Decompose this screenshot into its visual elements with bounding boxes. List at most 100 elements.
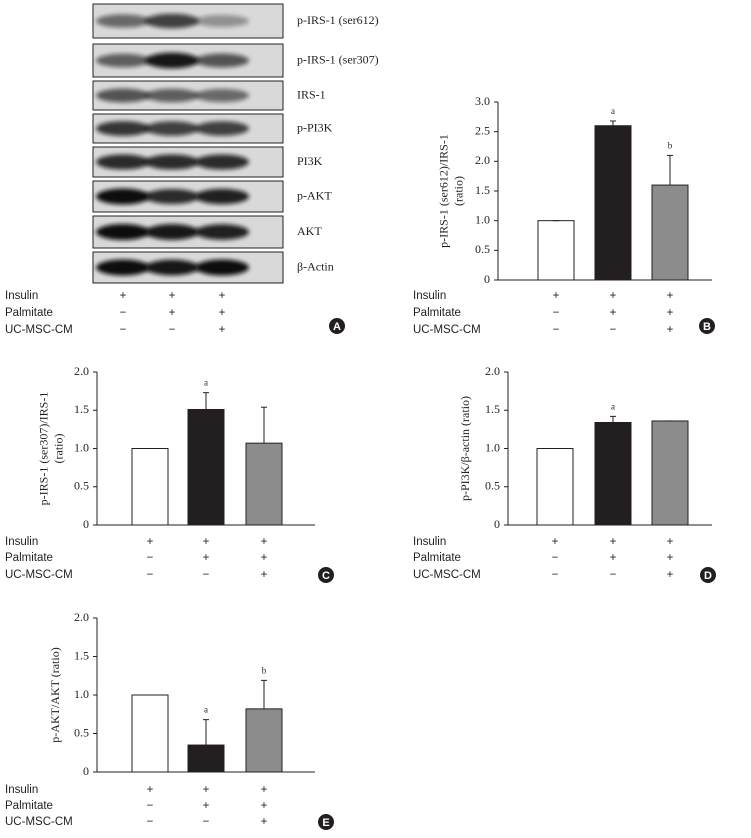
- condition-sign: +: [261, 569, 268, 581]
- blot-band: [195, 88, 249, 103]
- condition-sign: −: [120, 324, 127, 336]
- condition-sign: +: [261, 784, 268, 796]
- condition-sign: +: [667, 324, 674, 336]
- y-tick-label: 1.0: [74, 687, 89, 701]
- blot-band: [96, 188, 150, 205]
- condition-sign: +: [610, 307, 617, 319]
- panel-letter: B: [703, 321, 711, 333]
- significance-label: a: [611, 106, 615, 116]
- condition-sign: +: [203, 552, 210, 564]
- condition-sign: +: [610, 536, 617, 548]
- condition-sign: +: [261, 816, 268, 828]
- blot-label: p-AKT: [297, 188, 332, 202]
- y-tick-label: 2.0: [485, 364, 500, 378]
- panel-badge: [318, 814, 334, 830]
- condition-sign: +: [219, 324, 226, 336]
- condition-sign: +: [610, 290, 617, 302]
- condition-sign: +: [219, 307, 226, 319]
- blot-band: [195, 259, 249, 276]
- y-axis-label: p-PI3K/β-actin (ratio): [458, 396, 472, 501]
- condition-sign: −: [553, 324, 560, 336]
- condition-sign: +: [261, 536, 268, 548]
- bar: [594, 421, 632, 526]
- blot-band: [195, 14, 249, 28]
- significance-label: a: [611, 401, 615, 411]
- y-tick-label: 3.0: [475, 94, 490, 108]
- condition-sign: +: [553, 290, 560, 302]
- blot-band: [145, 121, 199, 136]
- bar: [537, 220, 575, 281]
- condition-sign: −: [120, 307, 127, 319]
- condition-sign: −: [552, 569, 559, 581]
- y-tick-label: 1.5: [74, 648, 89, 662]
- blot-band: [96, 259, 150, 276]
- condition-sign: −: [552, 552, 559, 564]
- condition-sign: −: [203, 816, 210, 828]
- condition-sign: −: [169, 324, 176, 336]
- bar: [245, 442, 283, 526]
- condition-label: UC-MSC-CM: [5, 569, 73, 581]
- blot-band: [145, 88, 199, 103]
- condition-label: Palmitate: [5, 800, 53, 812]
- y-tick-label: 0: [83, 517, 89, 531]
- condition-label: UC-MSC-CM: [5, 816, 73, 828]
- blot-label: β-Actin: [297, 259, 334, 273]
- condition-sign: −: [610, 324, 617, 336]
- bar: [651, 184, 689, 281]
- y-tick-label: 0: [494, 517, 500, 531]
- y-tick-label: 0.5: [74, 479, 89, 493]
- blot-band: [145, 259, 199, 276]
- condition-sign: +: [667, 536, 674, 548]
- bar: [131, 694, 169, 773]
- condition-sign: +: [203, 800, 210, 812]
- condition-sign: −: [553, 307, 560, 319]
- condition-sign: +: [667, 552, 674, 564]
- condition-label: Palmitate: [413, 307, 461, 319]
- blot-band: [96, 121, 150, 136]
- condition-sign: +: [169, 307, 176, 319]
- condition-sign: +: [147, 536, 154, 548]
- significance-label: a: [204, 378, 208, 388]
- condition-label: Insulin: [5, 536, 38, 548]
- condition-sign: +: [261, 552, 268, 564]
- condition-sign: +: [169, 290, 176, 302]
- significance-label: a: [204, 705, 208, 715]
- y-axis-label: p-AKT/AKT (ratio): [48, 647, 62, 742]
- y-tick-label: 0: [83, 764, 89, 778]
- bar: [187, 408, 225, 526]
- bar: [187, 744, 225, 773]
- blot-band: [96, 88, 150, 103]
- condition-sign: −: [147, 800, 154, 812]
- blot-band: [195, 53, 249, 68]
- condition-sign: +: [610, 552, 617, 564]
- panel-badge: [318, 567, 334, 583]
- condition-sign: −: [147, 552, 154, 564]
- blot-band: [145, 154, 199, 170]
- blot-band: [195, 188, 249, 205]
- panel-badge: [700, 567, 716, 583]
- blot-label: p-PI3K: [297, 120, 333, 134]
- panel-badge: [699, 318, 715, 334]
- condition-label: UC-MSC-CM: [413, 324, 481, 336]
- y-tick-label: 1.0: [74, 440, 89, 454]
- blot-label: AKT: [297, 224, 322, 238]
- y-tick-label: 1.0: [475, 212, 490, 226]
- condition-label: Palmitate: [413, 552, 461, 564]
- condition-label: Insulin: [413, 290, 446, 302]
- condition-label: Insulin: [413, 536, 446, 548]
- condition-label: Insulin: [5, 784, 38, 796]
- y-tick-label: 2.0: [74, 610, 89, 624]
- bar: [536, 448, 574, 526]
- blot-band: [96, 224, 150, 240]
- condition-sign: −: [147, 569, 154, 581]
- blot-band: [96, 154, 150, 170]
- bar: [245, 708, 283, 773]
- y-axis-label: p-IRS-1 (ser307)/IRS-1: [36, 392, 50, 506]
- panel-letter: A: [333, 321, 341, 333]
- bar: [131, 448, 169, 526]
- y-tick-label: 2.5: [475, 123, 490, 137]
- condition-sign: +: [203, 784, 210, 796]
- bar: [594, 125, 632, 281]
- condition-label: Palmitate: [5, 552, 53, 564]
- condition-sign: +: [667, 290, 674, 302]
